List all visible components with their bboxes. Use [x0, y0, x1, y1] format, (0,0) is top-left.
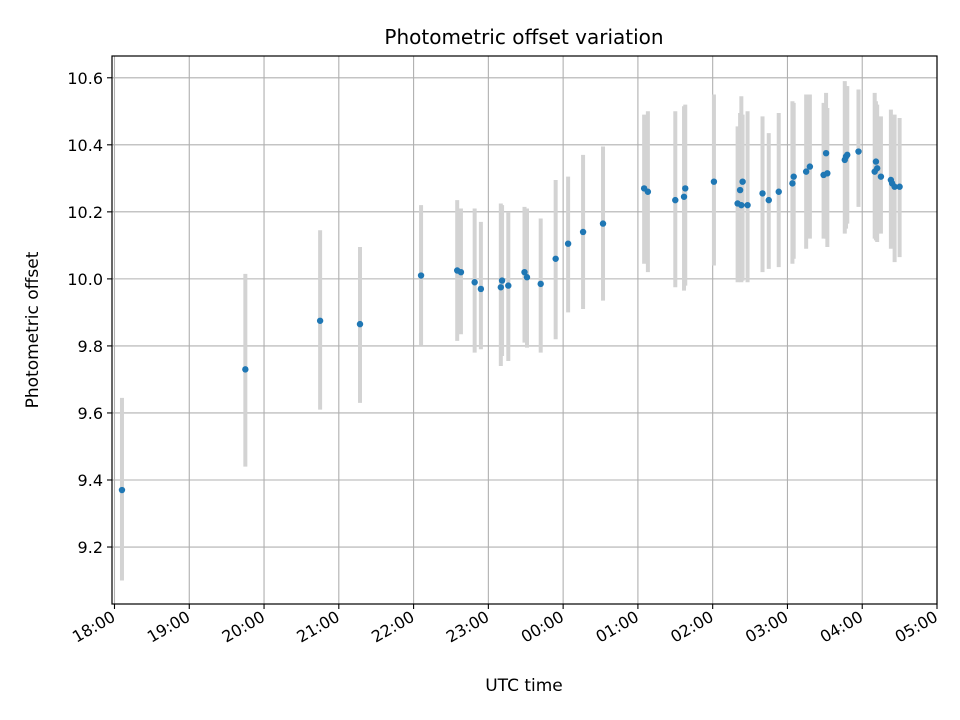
data-point	[789, 180, 796, 187]
y-tick-label: 9.2	[78, 538, 103, 557]
data-point	[242, 366, 249, 373]
data-point	[316, 317, 324, 324]
data-point	[564, 240, 572, 247]
data-point	[477, 285, 485, 293]
data-point	[537, 280, 544, 288]
data-point	[891, 183, 898, 190]
y-tick-label: 10.6	[67, 69, 103, 88]
data-point	[497, 284, 505, 291]
data-point	[498, 277, 506, 284]
data-point	[744, 201, 751, 209]
data-point	[118, 486, 126, 494]
data-point	[579, 228, 587, 236]
chart-title: Photometric offset variation	[384, 25, 663, 49]
data-point	[873, 165, 881, 172]
data-point	[417, 272, 425, 279]
data-point	[599, 220, 607, 227]
data-point	[806, 163, 814, 170]
data-point	[824, 170, 831, 177]
x-axis-title: UTC time	[485, 676, 563, 696]
data-point	[844, 151, 851, 159]
y-tick-label: 10.4	[67, 136, 103, 155]
data-point	[471, 279, 478, 286]
y-axis-title: Photometric offset	[23, 251, 43, 408]
y-axis-ticks: 9.2 9.4 9.6 9.8 10.0 10.2 10.4 10.6	[67, 69, 112, 557]
data-point	[736, 186, 744, 194]
y-tick-label: 9.6	[78, 404, 103, 423]
data-point	[877, 173, 885, 180]
y-tick-label: 10.2	[67, 203, 103, 222]
data-point	[505, 282, 512, 289]
data-point	[457, 268, 465, 276]
y-tick-label: 9.8	[78, 337, 103, 356]
data-point	[896, 183, 903, 190]
data-point	[644, 188, 652, 195]
data-point	[521, 268, 528, 276]
data-point	[872, 158, 880, 165]
data-point	[775, 188, 782, 195]
data-point	[855, 148, 862, 155]
data-point	[739, 178, 746, 185]
data-point	[672, 196, 679, 204]
data-point	[552, 255, 559, 262]
data-point	[822, 149, 830, 157]
data-point	[356, 320, 364, 328]
data-point	[680, 193, 688, 200]
data-point	[759, 190, 766, 197]
data-point	[682, 185, 689, 192]
data-point	[790, 173, 797, 180]
data-point	[765, 196, 772, 204]
data-point	[802, 168, 810, 175]
y-tick-label: 9.4	[78, 471, 103, 490]
data-points	[118, 148, 903, 494]
data-point	[738, 201, 745, 209]
y-tick-label: 10.0	[67, 270, 103, 289]
plot-frame	[111, 55, 938, 605]
data-point	[523, 274, 531, 281]
data-point	[710, 178, 718, 185]
